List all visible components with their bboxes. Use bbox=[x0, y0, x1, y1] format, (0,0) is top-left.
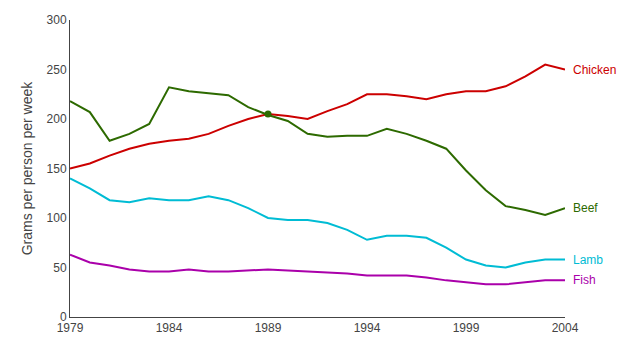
svg-text:150: 150 bbox=[47, 162, 67, 176]
svg-text:2004: 2004 bbox=[552, 321, 579, 335]
svg-text:1989: 1989 bbox=[255, 321, 282, 335]
svg-text:300: 300 bbox=[47, 13, 67, 27]
svg-text:Grams per person per week: Grams per person per week bbox=[19, 81, 35, 256]
svg-text:1994: 1994 bbox=[354, 321, 381, 335]
svg-text:Lamb: Lamb bbox=[573, 253, 603, 267]
svg-text:1999: 1999 bbox=[453, 321, 480, 335]
svg-text:250: 250 bbox=[47, 63, 67, 77]
svg-text:Beef: Beef bbox=[573, 201, 598, 215]
svg-text:Fish: Fish bbox=[573, 273, 596, 287]
svg-text:200: 200 bbox=[47, 112, 67, 126]
svg-text:100: 100 bbox=[47, 211, 67, 225]
svg-text:1984: 1984 bbox=[156, 321, 183, 335]
svg-text:1979: 1979 bbox=[57, 321, 84, 335]
svg-text:0: 0 bbox=[60, 310, 67, 324]
svg-text:Chicken: Chicken bbox=[573, 63, 616, 77]
svg-text:50: 50 bbox=[53, 261, 67, 275]
